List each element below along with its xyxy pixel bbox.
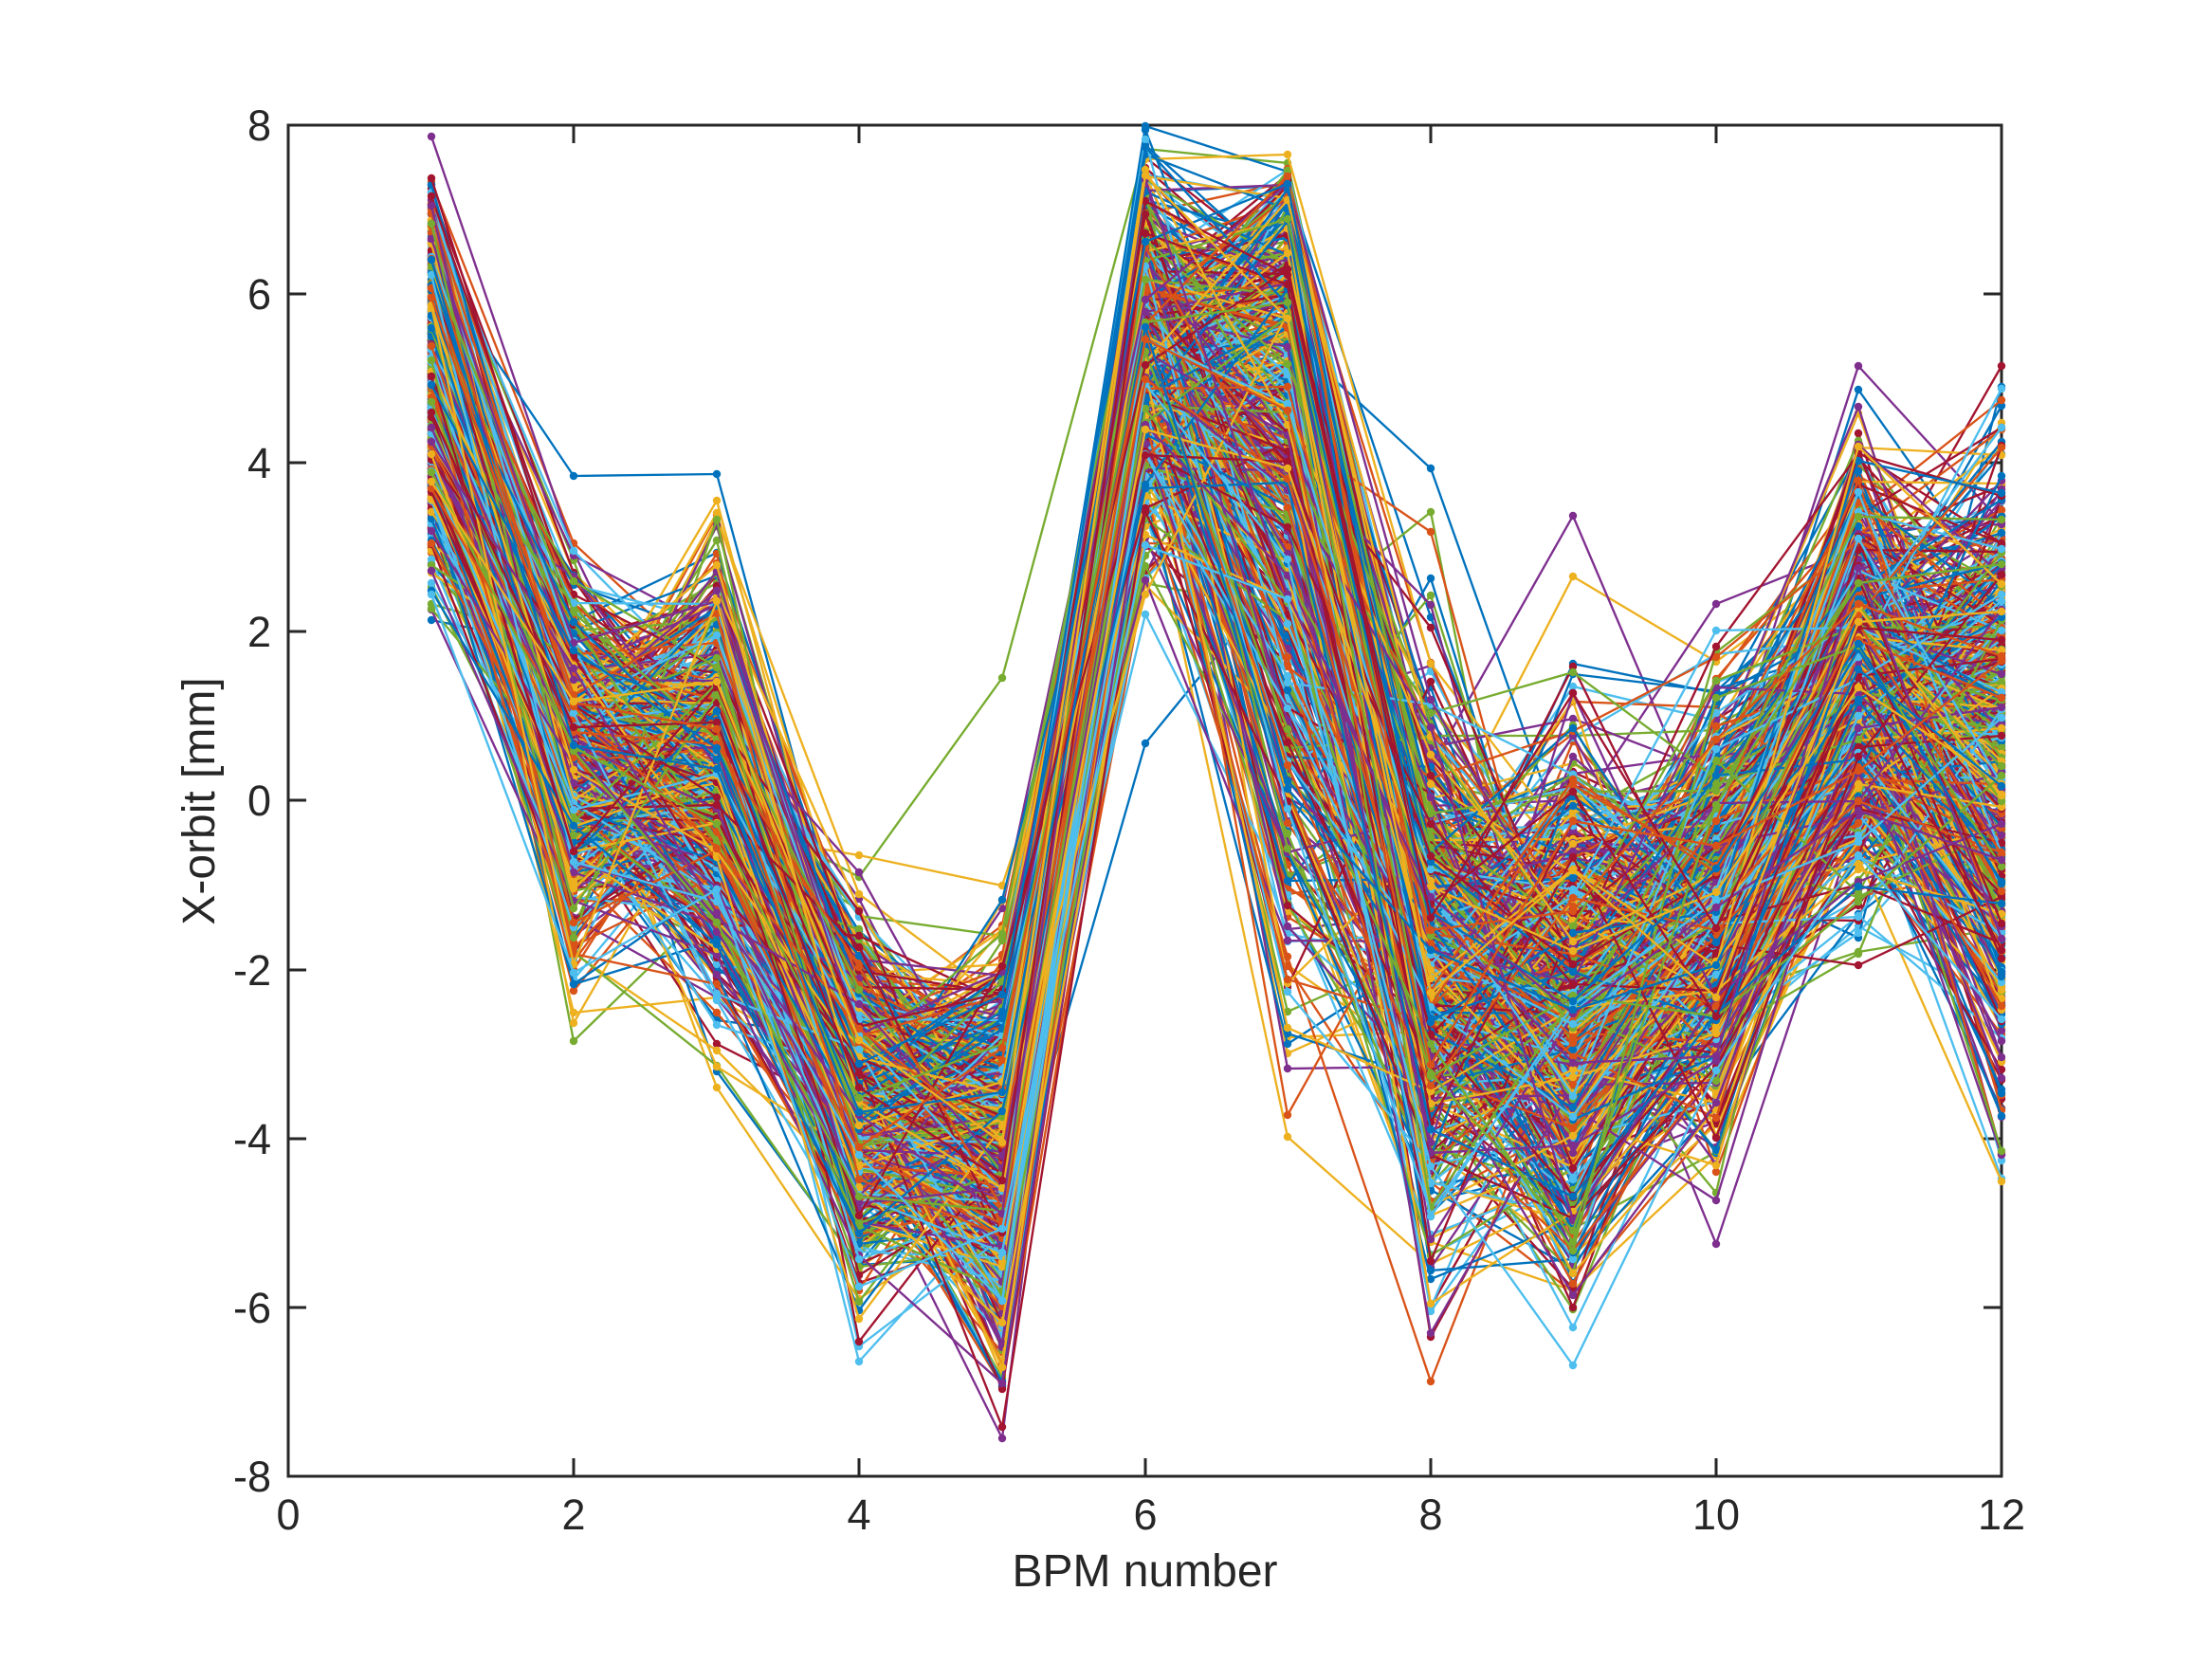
svg-text:X-orbit [mm]: X-orbit [mm] — [174, 677, 225, 924]
svg-text:-2: -2 — [233, 946, 271, 995]
svg-text:2: 2 — [561, 1490, 585, 1539]
svg-text:-4: -4 — [233, 1115, 271, 1163]
svg-text:0: 0 — [247, 777, 271, 825]
svg-text:6: 6 — [247, 270, 271, 319]
svg-text:4: 4 — [847, 1490, 870, 1539]
svg-text:-8: -8 — [233, 1453, 271, 1501]
svg-text:8: 8 — [247, 101, 271, 150]
svg-text:12: 12 — [1978, 1490, 2025, 1539]
svg-text:4: 4 — [247, 439, 271, 487]
svg-text:BPM number: BPM number — [1012, 1546, 1277, 1597]
svg-text:2: 2 — [247, 608, 271, 656]
svg-text:0: 0 — [276, 1490, 300, 1539]
svg-text:10: 10 — [1692, 1490, 1740, 1539]
svg-text:6: 6 — [1133, 1490, 1157, 1539]
svg-text:-6: -6 — [233, 1284, 271, 1332]
svg-text:8: 8 — [1418, 1490, 1442, 1539]
